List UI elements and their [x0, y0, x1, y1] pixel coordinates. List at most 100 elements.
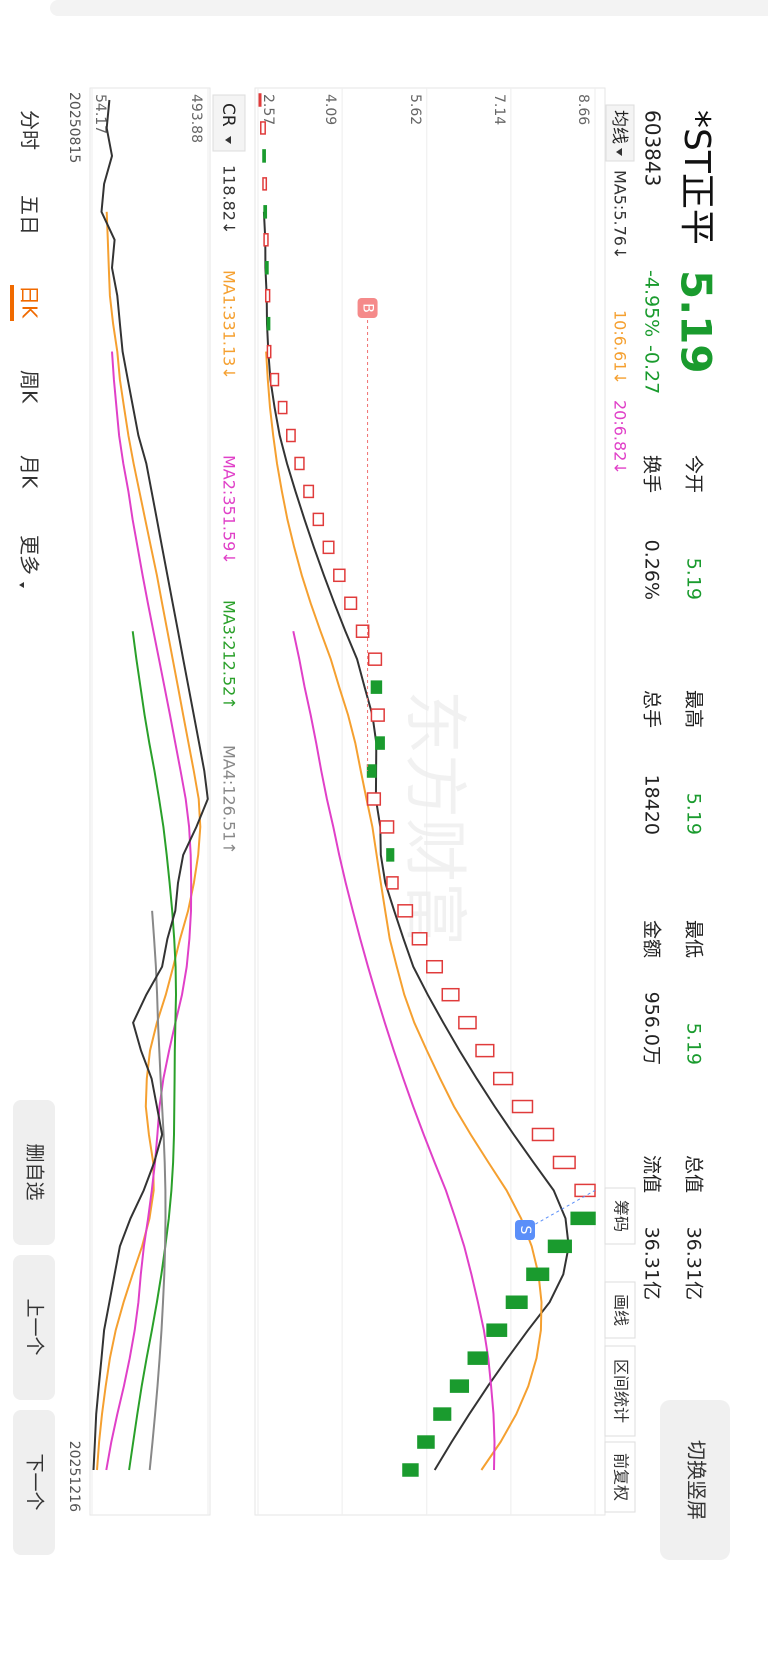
candle: [344, 596, 358, 611]
candle: [475, 1043, 495, 1058]
y-tick-label: 8.66: [575, 94, 591, 125]
candle: [266, 316, 271, 331]
candle: [370, 680, 383, 694]
cr-legend: MA2:351.59↓: [220, 455, 239, 565]
candle: [441, 987, 460, 1002]
price: 5.19: [672, 270, 721, 374]
tab[interactable]: 五日: [18, 195, 42, 235]
candle: [264, 261, 269, 275]
candle: [417, 1435, 435, 1449]
chart-button-label[interactable]: 筹码: [612, 1200, 631, 1232]
ma-selector[interactable]: [605, 104, 635, 162]
candle: [258, 93, 262, 107]
y-tick-label: 4.09: [322, 94, 338, 125]
candle: [486, 1323, 508, 1337]
candle: [370, 708, 385, 722]
candle: [303, 484, 315, 499]
candle: [294, 456, 305, 471]
ma-line: [292, 630, 496, 1471]
tab[interactable]: 日K: [18, 285, 42, 319]
ma-line: [265, 351, 543, 1471]
cr-line: [92, 99, 209, 1471]
stat-label: 总值: [683, 1155, 705, 1193]
candle: [263, 233, 269, 247]
stat-value: 36.31亿: [683, 1227, 705, 1300]
cr-selector-label[interactable]: CR: [218, 103, 238, 127]
dropdown-arrow: [616, 148, 622, 156]
change: -0.27: [641, 345, 663, 394]
y-tick-label: 493.88: [188, 94, 204, 143]
ma-legend: MA5:5.76↓: [611, 170, 630, 259]
marker-link: [524, 1189, 596, 1231]
bottom-button[interactable]: [13, 1100, 55, 1245]
candle: [458, 1015, 477, 1030]
bottom-button-label[interactable]: 删自选: [24, 1143, 46, 1200]
chart-button-label[interactable]: 区间统计: [612, 1359, 631, 1423]
switch-button[interactable]: [660, 1400, 730, 1560]
bottom-button[interactable]: [13, 1410, 55, 1555]
candle: [411, 932, 428, 946]
ma-legend: 10:6.61↓: [611, 310, 630, 385]
candle: [397, 904, 414, 918]
ma-line: [148, 910, 167, 1471]
candle: [262, 177, 268, 191]
stat-label: 最高: [683, 690, 705, 728]
stat-value: 5.19: [683, 793, 705, 835]
marker-label: B: [360, 303, 376, 313]
candle: [260, 121, 266, 135]
bottom-button-label[interactable]: 下一个: [24, 1453, 46, 1510]
chart-button-label[interactable]: 前复权: [612, 1453, 631, 1501]
tab[interactable]: 分时: [18, 110, 42, 150]
stat-value: 0.26%: [641, 540, 663, 600]
candle: [531, 1127, 555, 1142]
candle: [375, 736, 385, 750]
tab[interactable]: 周K: [18, 370, 42, 404]
cr-frame: [89, 87, 211, 1516]
stock-name: *ST正平: [676, 110, 717, 245]
cr-legend: MA4:126.51↑: [220, 745, 239, 855]
stat-value: 5.19: [683, 558, 705, 600]
candle: [333, 568, 346, 583]
dropdown-arrow: [225, 136, 231, 144]
candle: [505, 1295, 528, 1309]
bottom-button-label[interactable]: 上一个: [24, 1298, 46, 1355]
cr-selector[interactable]: [212, 94, 246, 152]
tab[interactable]: 月K: [18, 455, 42, 489]
chart-button-label[interactable]: 画线: [612, 1294, 631, 1326]
candle: [367, 652, 383, 666]
chart-button[interactable]: [604, 1441, 636, 1513]
cr-legend: 118.82↓: [220, 165, 239, 234]
candle: [269, 372, 280, 387]
candle: [262, 149, 266, 163]
candle: [492, 1071, 514, 1086]
candle: [426, 959, 444, 974]
bottom-button[interactable]: [13, 1255, 55, 1400]
candle: [570, 1211, 596, 1226]
change-pct: -4.95%: [641, 270, 663, 337]
ma-selector-label[interactable]: 均线: [609, 110, 629, 144]
date-end: 20251216: [66, 1441, 82, 1512]
chart-button[interactable]: [604, 1345, 636, 1437]
candle: [511, 1099, 534, 1114]
switch-label[interactable]: 切换竖屏: [685, 1440, 709, 1520]
candle: [277, 400, 288, 415]
chart-button[interactable]: [604, 1281, 636, 1339]
tab[interactable]: 更多: [18, 535, 42, 575]
stat-label: 换手: [641, 455, 663, 493]
candle: [467, 1351, 488, 1365]
candle: [263, 205, 268, 219]
top-card: [50, 0, 768, 16]
candle: [366, 792, 382, 806]
stat-label: 总手: [641, 690, 663, 728]
candle: [379, 820, 395, 834]
candle: [526, 1267, 550, 1282]
candle: [552, 1155, 576, 1170]
y-tick-label: 7.14: [491, 94, 507, 125]
candle: [547, 1239, 572, 1254]
cr-legend: MA1:331.13↓: [220, 270, 239, 380]
chart-button[interactable]: [604, 1187, 636, 1245]
stat-value: 5.19: [683, 1023, 705, 1065]
y-tick-label: 54.17: [92, 94, 108, 134]
